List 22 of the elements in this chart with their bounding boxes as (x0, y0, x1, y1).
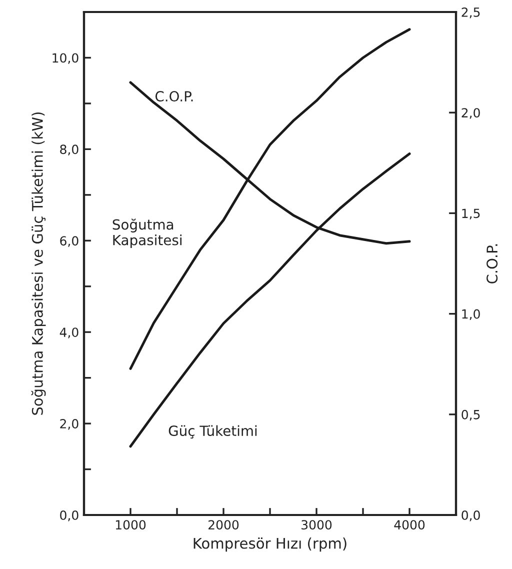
y2-tick-label: 0,5 (462, 410, 480, 421)
y-tick-label: 2,0 (60, 419, 78, 430)
y-tick-label: 4,0 (60, 328, 78, 338)
y2-tick-label: 2,0 (462, 108, 480, 119)
y-tick-label: 8,0 (60, 144, 78, 156)
series-label: C.O.P. (155, 91, 193, 102)
series-label: Güç Tüketimi (168, 425, 257, 439)
x-tick-label: 4000 (394, 520, 425, 530)
y-tick-label: 6,0 (60, 236, 78, 247)
x-tick-label: 2000 (208, 520, 239, 530)
x-tick-label: 3000 (302, 520, 332, 530)
y2-tick-label: 1,0 (462, 309, 480, 320)
y-tick-label: 0,0 (60, 510, 78, 522)
y-tick-label: 10,0 (52, 53, 78, 64)
y2-tick-label: 0,0 (462, 510, 480, 522)
y-axis-title: Soğutma Kapasitesi ve Güç Tüketimi (kW) (31, 112, 46, 415)
y2-axis-title: C.O.P. (486, 244, 498, 284)
y2-tick-label: 1,5 (462, 208, 480, 220)
x-tick-label: 1000 (116, 520, 146, 530)
x-axis-title: Kompresör Hızı (rpm) (194, 538, 346, 552)
series-label: Soğutma Kapasitesi (112, 218, 182, 248)
y2-tick-label: 2,5 (462, 7, 480, 18)
